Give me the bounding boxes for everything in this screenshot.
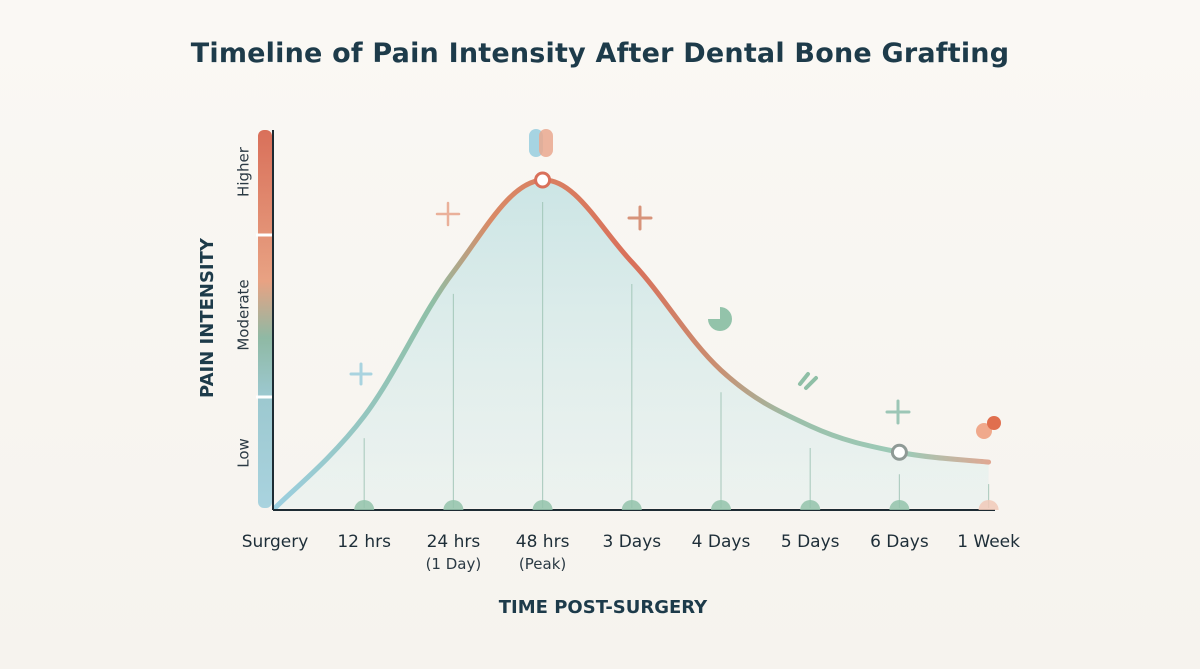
y-intensity-band xyxy=(258,130,272,508)
x-tick-label: 1 Week xyxy=(957,532,1020,552)
x-tick-sublabel: (1 Day) xyxy=(426,555,482,573)
pie-icon xyxy=(708,307,732,331)
x-axis-marker xyxy=(711,500,731,510)
highlight-point xyxy=(890,443,908,461)
x-tick-label: 5 Days xyxy=(781,532,840,552)
plus-icon xyxy=(435,201,461,227)
x-tick-labels: Surgery 12 hrs 24 hrs (1 Day) 48 hrs (Peak) 3 … xyxy=(242,532,1020,573)
y-band-label-moderate: Moderate xyxy=(235,279,253,350)
highlight-points xyxy=(534,171,908,461)
plus-icon xyxy=(885,399,911,425)
x-tick-label: Surgery xyxy=(242,532,309,552)
x-axis-marker xyxy=(532,500,553,510)
x-axis-marker xyxy=(800,500,821,510)
x-tick-label: 6 Days xyxy=(870,532,929,552)
pain-curve-line xyxy=(272,177,992,511)
plus-icon xyxy=(349,362,373,386)
x-tick-label: 24 hrs xyxy=(427,532,481,552)
chart-title: Timeline of Pain Intensity After Dental … xyxy=(190,38,1010,69)
x-axis-marker xyxy=(443,500,464,510)
tooth-icon xyxy=(529,129,553,157)
x-axis-marker xyxy=(621,500,642,510)
x-tick-sublabel: (Peak) xyxy=(519,555,566,573)
pill-icon xyxy=(976,416,1001,439)
x-tick-label: 3 Days xyxy=(602,532,661,552)
x-axis-marker xyxy=(978,500,999,510)
capsule-icon xyxy=(798,372,818,390)
y-band-label-higher: Higher xyxy=(235,146,253,197)
x-tick-label: 48 hrs xyxy=(516,532,570,552)
x-tick-label: 12 hrs xyxy=(337,532,391,552)
y-band-label-low: Low xyxy=(235,438,253,468)
decorative-accents xyxy=(349,129,1001,439)
y-axis-title: PAIN INTENSITY xyxy=(197,237,218,398)
x-axis-markers xyxy=(354,500,999,510)
x-axis-title: TIME POST-SURGERY xyxy=(499,597,708,618)
x-tick-label: 4 Days xyxy=(692,532,751,552)
highlight-point xyxy=(534,171,552,189)
plus-icon xyxy=(627,205,653,231)
x-axis-marker xyxy=(889,500,910,510)
x-axis-marker xyxy=(354,500,375,510)
